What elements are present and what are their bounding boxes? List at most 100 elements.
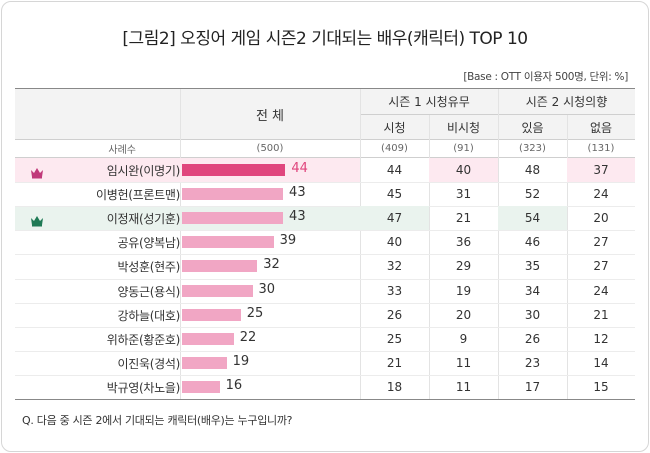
count-not-watched: (91) <box>453 143 474 154</box>
row-separator <box>15 230 635 232</box>
table-cell: 29 <box>455 259 472 274</box>
bar <box>182 284 253 297</box>
header-bottom-line <box>15 139 635 140</box>
table-cell: 31 <box>455 187 472 202</box>
bar <box>182 212 284 225</box>
bar-value: 43 <box>289 209 306 225</box>
table-cell: 12 <box>593 331 609 346</box>
table-cell: 34 <box>524 283 541 298</box>
table-cell: 20 <box>593 211 609 226</box>
cell-highlight <box>498 206 567 231</box>
category-label: 박성훈(현주) <box>117 260 181 275</box>
table-bottom-line <box>15 399 635 400</box>
table-cell: 21 <box>593 307 609 322</box>
table-cell: 18 <box>386 379 403 394</box>
table-cell: 26 <box>524 331 541 346</box>
table-cell: 36 <box>455 235 472 250</box>
table-cell: 33 <box>386 283 403 298</box>
table-cell: 14 <box>593 355 609 370</box>
table-cell: 21 <box>455 211 472 226</box>
table-cell: 21 <box>386 355 403 370</box>
header-sub-watched: 시청 <box>383 120 406 135</box>
bar-value: 25 <box>246 305 264 321</box>
table-cell: 40 <box>386 235 403 250</box>
header-group2: 시즌 2 시청의향 <box>525 95 608 109</box>
base-note: [Base : OTT 이용자 500명, 단위: %] <box>463 71 628 83</box>
header-sub-intent-no: 없음 <box>589 120 613 135</box>
divider-group <box>498 89 499 399</box>
row-separator <box>15 302 635 304</box>
count-intent-no: (131) <box>587 143 615 154</box>
row-separator <box>15 182 635 184</box>
bar <box>182 356 227 369</box>
bar <box>182 188 284 201</box>
table-cell: 19 <box>455 283 472 298</box>
cell-highlight <box>567 158 635 183</box>
table-cell: 35 <box>524 259 541 274</box>
header-sub-not-watched: 비시청 <box>446 120 481 135</box>
table-cell: 24 <box>593 283 609 298</box>
bar-value: 22 <box>239 329 257 345</box>
row-separator <box>15 374 635 376</box>
table-cell: 11 <box>455 355 472 370</box>
table-cell: 17 <box>524 379 541 394</box>
table-cell: 30 <box>524 307 541 322</box>
category-label: 박규영(차노을) <box>106 380 181 395</box>
category-label: 이진욱(경석) <box>117 356 181 371</box>
table-cell: 20 <box>455 307 472 322</box>
table-cell: 26 <box>386 307 403 322</box>
table-cell: 46 <box>524 235 541 250</box>
row-separator <box>15 254 635 256</box>
bar <box>182 308 241 321</box>
crown-icon <box>30 212 44 227</box>
table-cell: 52 <box>524 187 541 202</box>
header-sub-intent-yes: 있음 <box>521 120 544 135</box>
bar-value: 30 <box>258 281 276 297</box>
count-intent-yes: (323) <box>519 143 546 154</box>
header-top-line <box>15 88 635 89</box>
bar <box>182 236 274 249</box>
table-cell: 25 <box>386 331 403 346</box>
table-cell: 23 <box>524 355 541 370</box>
row-separator <box>15 326 635 328</box>
bar-value: 19 <box>232 353 250 369</box>
table-cell: 54 <box>524 211 541 226</box>
count-watched: (409) <box>381 143 408 154</box>
category-label: 강하늘(대호) <box>117 308 181 323</box>
bar-value: 44 <box>291 161 308 176</box>
table-cell: 37 <box>593 163 609 178</box>
table-cell: 40 <box>455 163 472 178</box>
header-total: 전 체 <box>255 108 285 124</box>
table-cell: 47 <box>386 211 403 226</box>
row-separator <box>15 350 635 352</box>
cell-highlight <box>429 158 498 183</box>
category-label: 임시완(이명기) <box>106 164 181 178</box>
table-cell: 32 <box>386 259 403 274</box>
table-cell: 44 <box>386 163 403 178</box>
table-cell: 24 <box>593 187 609 202</box>
bar <box>182 380 220 393</box>
category-label: 위하준(황준호) <box>106 332 181 347</box>
table-cell: 27 <box>593 259 609 274</box>
row-separator <box>15 206 635 208</box>
survey-question: Q. 다음 중 시즌 2에서 기대되는 캐릭터(배우)는 누구입니까? <box>22 414 293 427</box>
count-total: (500) <box>256 143 284 154</box>
bar <box>182 260 258 273</box>
bar-value: 32 <box>263 257 280 273</box>
category-label: 이병헌(프론트맨) <box>96 188 180 203</box>
divider-sub3 <box>567 115 568 399</box>
table-cell: 48 <box>524 163 541 178</box>
table-cell: 11 <box>455 379 472 394</box>
chart-title: [그림2] 오징어 게임 시즌2 기대되는 배우(캐릭터) TOP 10 <box>122 29 528 49</box>
category-label: 공유(양복남) <box>117 236 181 251</box>
table-cell: 27 <box>593 235 609 250</box>
table-cell: 9 <box>459 331 468 346</box>
table-cell: 45 <box>386 187 403 202</box>
header-mid-line <box>360 114 635 115</box>
table-cell: 15 <box>593 379 609 394</box>
divider-sub1 <box>429 115 430 399</box>
category-label: 양동근(용식) <box>117 284 181 299</box>
header-group1: 시즌 1 시청유무 <box>388 95 470 109</box>
cell-highlight <box>360 206 429 231</box>
row-separator <box>15 278 635 280</box>
